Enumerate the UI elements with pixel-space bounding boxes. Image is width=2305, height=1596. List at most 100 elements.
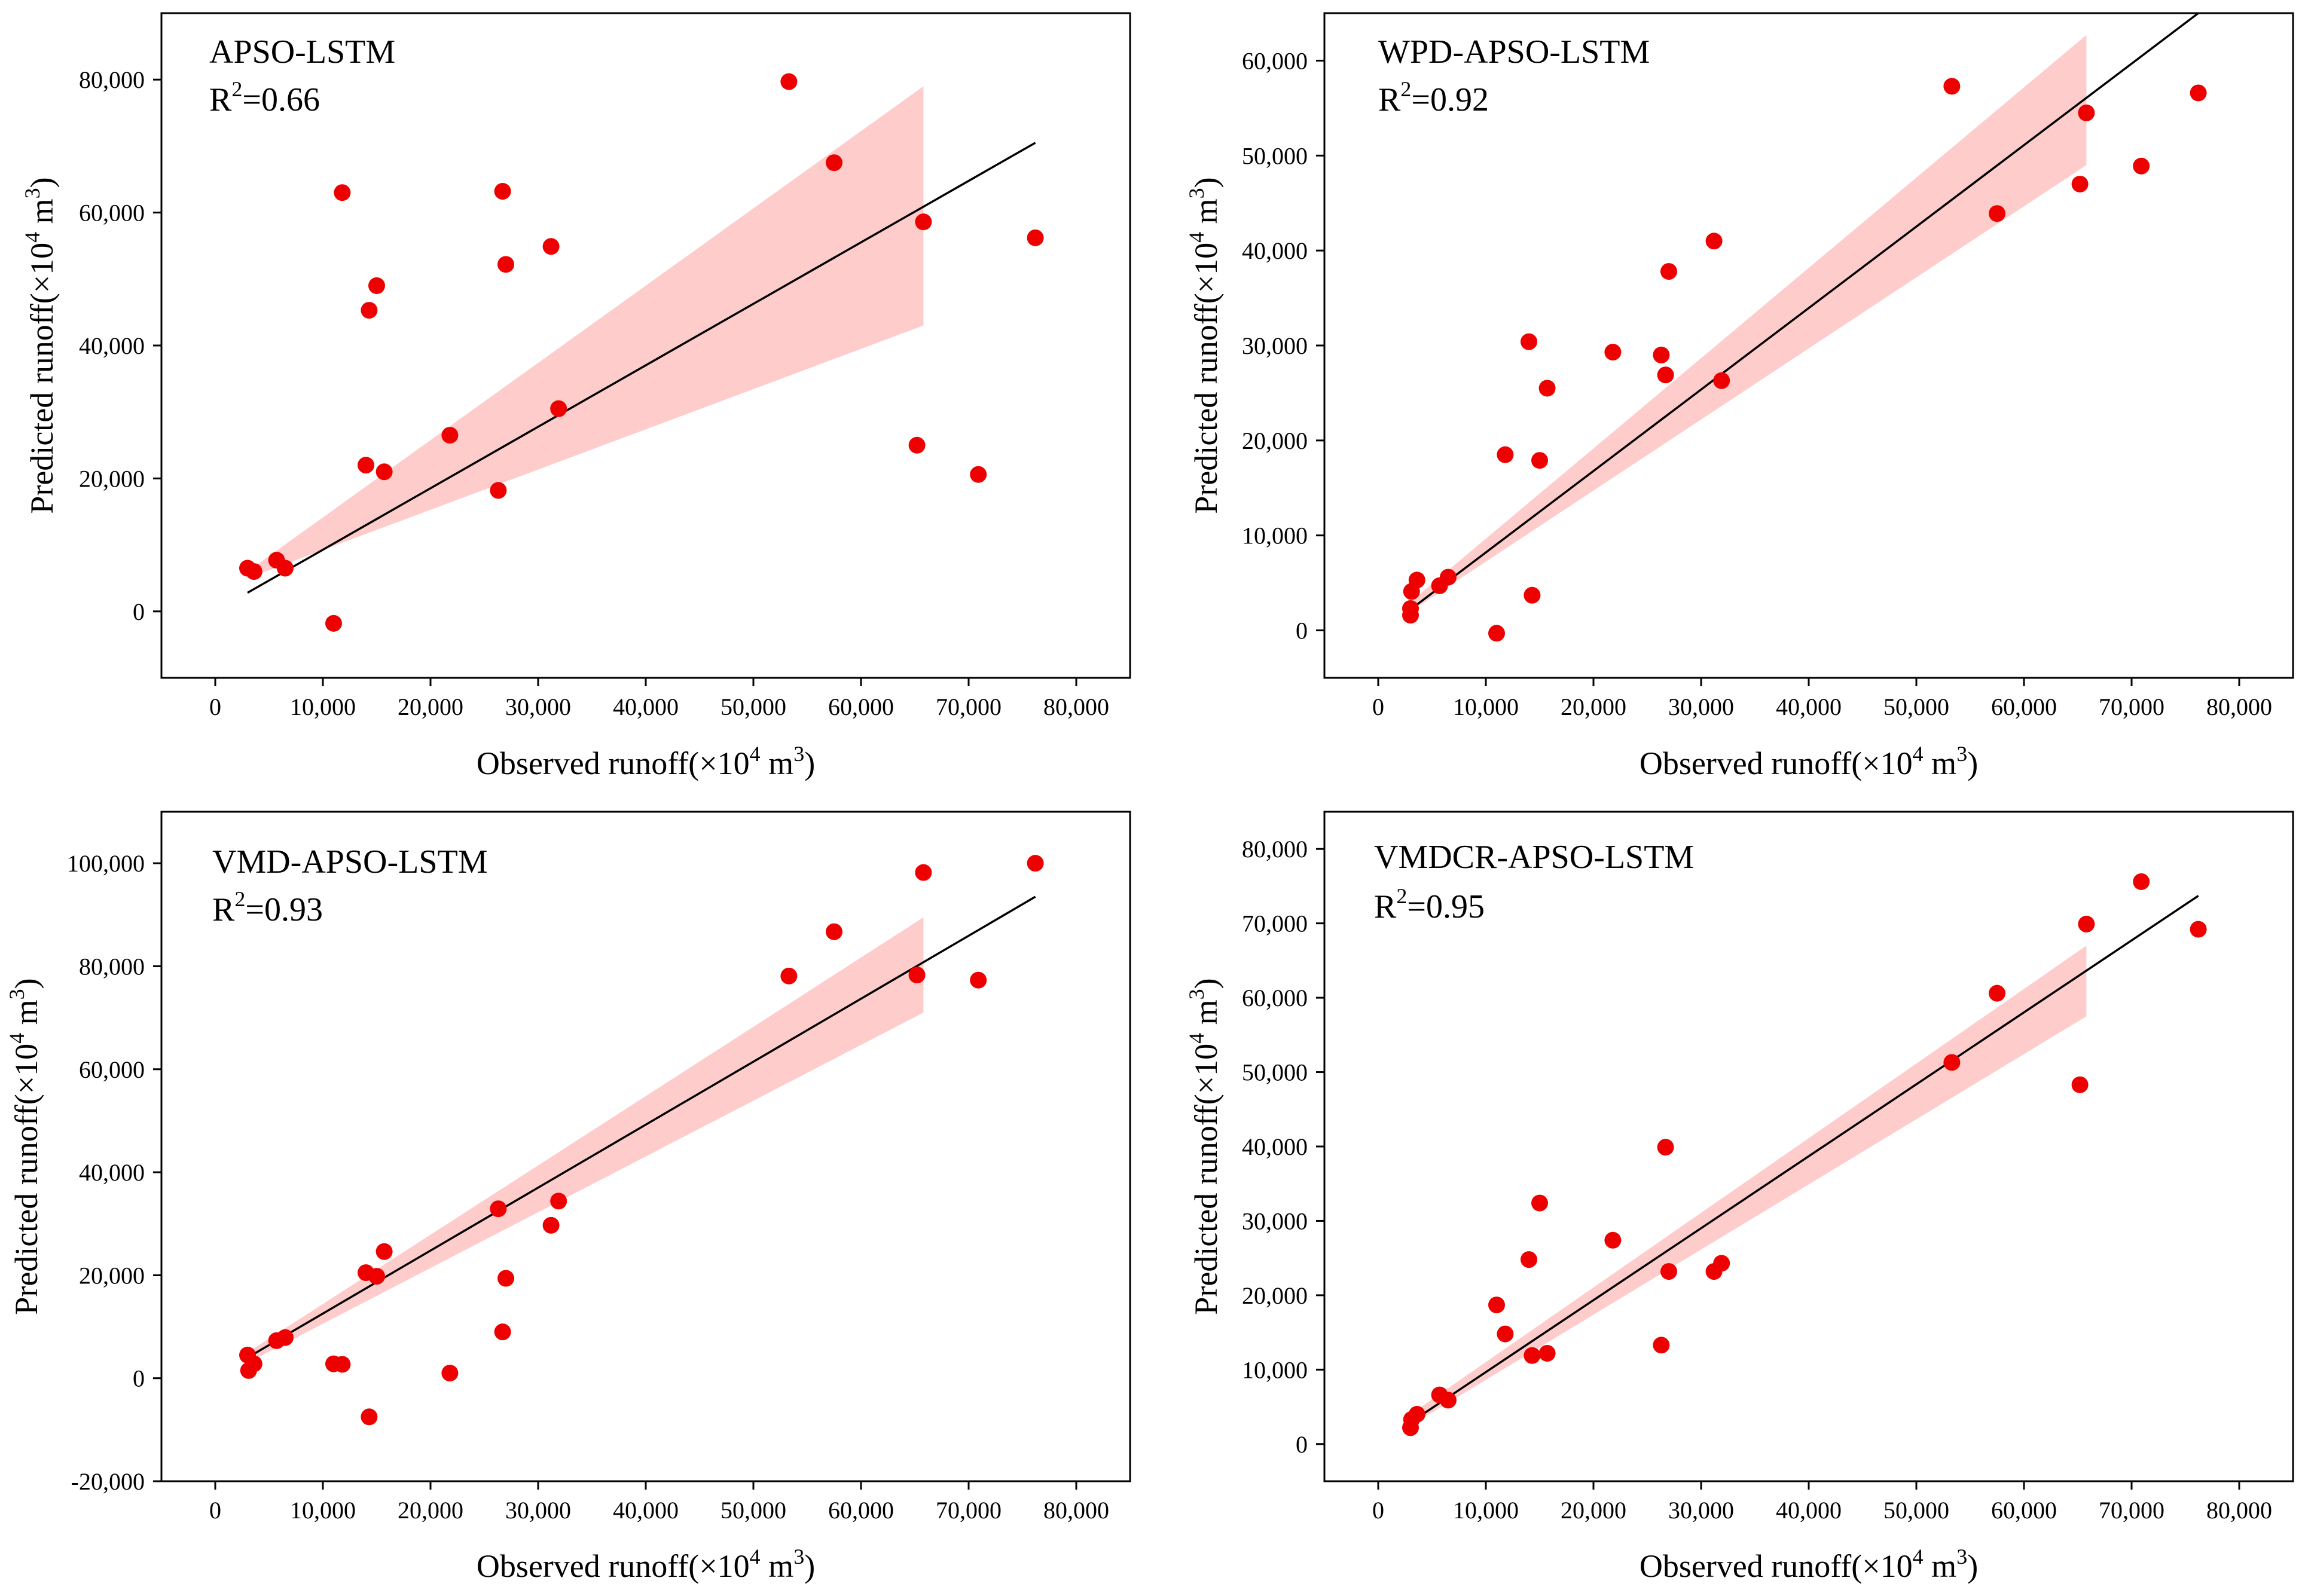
- data-point: [1943, 78, 1961, 95]
- x-tick-label: 40,000: [613, 693, 679, 720]
- x-tick-label: 60,000: [1991, 693, 2057, 720]
- data-point: [2078, 104, 2095, 121]
- x-tick-label: 40,000: [1776, 1497, 1842, 1524]
- data-point: [334, 184, 351, 201]
- panel-title: VMD-APSO-LSTM: [212, 843, 488, 880]
- data-point: [1657, 366, 1674, 384]
- data-point: [1531, 1194, 1548, 1212]
- y-axis-title: Predicted runoff(×104 m3): [5, 978, 44, 1314]
- data-point: [361, 302, 378, 319]
- confidence-band: [248, 917, 924, 1363]
- data-point: [368, 1268, 385, 1285]
- r2-label: R2=0.93: [212, 887, 323, 928]
- fit-line: [1409, 12, 2199, 611]
- x-tick-label: 70,000: [936, 1497, 1002, 1524]
- r2-label: R2=0.92: [1378, 77, 1489, 118]
- x-tick-label: 30,000: [505, 1497, 571, 1524]
- y-tick-label: 80,000: [79, 953, 145, 980]
- x-tick-label: 50,000: [720, 1497, 786, 1524]
- data-point: [1657, 1139, 1674, 1156]
- panel-vmdcr-apso-lstm: 0 10,000 20,000 30,000 40,000 50,000 60,000 70,…: [1184, 811, 2294, 1584]
- data-point: [1440, 568, 1457, 586]
- x-tick-label: 80,000: [2206, 1497, 2272, 1524]
- x-tick-label: 50,000: [1883, 1497, 1949, 1524]
- data-point: [245, 1355, 262, 1372]
- x-tick-label: 0: [209, 1497, 221, 1524]
- data-point: [826, 154, 842, 172]
- x-tick-label: 10,000: [290, 1497, 356, 1524]
- x-tick-label: 20,000: [398, 1497, 463, 1524]
- data-point: [915, 213, 932, 231]
- data-point: [494, 1323, 511, 1341]
- data-point: [1604, 344, 1622, 361]
- y-axis-title: Predicted runoff(×104 m3): [20, 177, 60, 513]
- r2-label: R2=0.66: [209, 77, 320, 118]
- y-tick-label: 20,000: [79, 465, 145, 492]
- y-tick-label: 0: [1296, 617, 1308, 644]
- fit-line: [247, 142, 1036, 594]
- data-point: [542, 1216, 560, 1234]
- y-tick-label: 70,000: [1242, 910, 1308, 937]
- confidence-band: [248, 86, 924, 579]
- data-point: [1488, 1297, 1505, 1314]
- x-tick-label: 0: [1372, 693, 1384, 720]
- x-tick-label: 40,000: [613, 1497, 679, 1524]
- y-tick-label: 100,000: [67, 850, 145, 877]
- data-point: [1660, 1263, 1677, 1280]
- x-axis-title: Observed runoff(×104 m3): [1640, 742, 1978, 781]
- data-point: [542, 238, 560, 255]
- data-point: [277, 559, 294, 577]
- x-tick-label: 0: [209, 693, 221, 720]
- x-axis-title: Observed runoff(×104 m3): [477, 1545, 815, 1584]
- data-point: [550, 400, 567, 417]
- y-tick-label: 20,000: [79, 1262, 145, 1289]
- data-point: [1027, 855, 1044, 872]
- data-point: [497, 1270, 514, 1287]
- x-tick-label: 30,000: [505, 693, 571, 720]
- data-point: [1521, 333, 1537, 350]
- x-axis-title: Observed runoff(×104 m3): [1640, 1545, 1978, 1584]
- data-point: [1538, 1344, 1556, 1362]
- data-point: [970, 466, 987, 483]
- data-point: [1531, 452, 1548, 469]
- data-point: [368, 277, 385, 294]
- data-point: [915, 864, 932, 881]
- data-point: [375, 1243, 393, 1260]
- x-tick-label: 20,000: [398, 693, 463, 720]
- data-point: [441, 1365, 459, 1382]
- x-tick-label: 40,000: [1776, 693, 1842, 720]
- panel-title: WPD-APSO-LSTM: [1378, 33, 1650, 71]
- data-point: [1497, 446, 1514, 463]
- x-tick-label: 50,000: [1883, 693, 1949, 720]
- data-point: [1538, 380, 1556, 397]
- y-tick-label: 10,000: [1242, 522, 1308, 549]
- x-tick-label: 60,000: [828, 1497, 894, 1524]
- y-tick-label: 60,000: [79, 200, 145, 227]
- data-point: [1524, 586, 1541, 604]
- data-point: [375, 463, 393, 481]
- data-point: [908, 436, 926, 454]
- data-point: [1943, 1054, 1961, 1071]
- x-tick-label: 20,000: [1561, 693, 1626, 720]
- y-tick-label: 80,000: [1242, 836, 1308, 863]
- y-tick-label: 60,000: [79, 1056, 145, 1083]
- confidence-band: [1411, 35, 2087, 612]
- data-point: [1653, 346, 1670, 363]
- data-point: [780, 967, 798, 984]
- y-tick-label: 40,000: [79, 332, 145, 359]
- panel-wpd-apso-lstm: 0 10,000 20,000 30,000 40,000 50,000 60,000 70,…: [1184, 12, 2294, 781]
- x-tick-label: 60,000: [828, 693, 894, 720]
- data-point: [2133, 873, 2150, 890]
- x-tick-label: 70,000: [2099, 1497, 2164, 1524]
- data-point: [1488, 625, 1505, 642]
- data-point: [1440, 1392, 1457, 1409]
- y-tick-label: 50,000: [1242, 1059, 1308, 1086]
- y-axis-title: Predicted runoff(×104 m3): [1184, 177, 1224, 513]
- data-point: [1408, 571, 1425, 589]
- x-tick-label: 20,000: [1561, 1497, 1626, 1524]
- x-tick-label: 30,000: [1668, 1497, 1734, 1524]
- data-point: [277, 1329, 294, 1346]
- x-tick-label: 10,000: [290, 693, 356, 720]
- data-point: [780, 73, 798, 90]
